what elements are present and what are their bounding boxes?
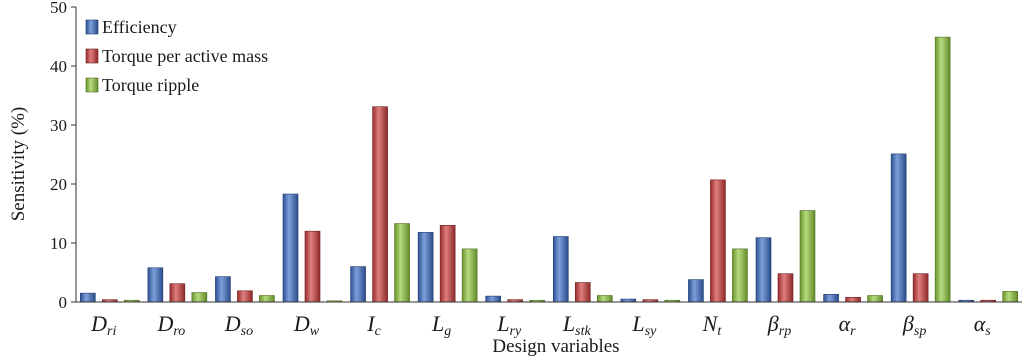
y-axis-title: Sensitivity (%): [8, 107, 29, 222]
bar-efficiency: [755, 237, 772, 303]
x-tick-label: Dso: [224, 311, 253, 339]
bar-torque-ripple: [732, 248, 748, 303]
x-tick-label: Dri: [90, 311, 116, 339]
bar-torque-per-active-mass: [574, 282, 591, 303]
bar-torque-per-active-mass: [372, 106, 388, 303]
legend-label: Torque ripple: [102, 75, 199, 95]
bar-torque-per-active-mass: [845, 296, 861, 303]
x-tick-label: Nt: [702, 311, 723, 339]
x-tick-label: Dro: [156, 311, 185, 339]
y-tick-label: 0: [59, 293, 68, 312]
bar-torque-ripple: [461, 248, 478, 303]
x-tick-label: βsp: [902, 311, 926, 339]
bar-efficiency: [79, 292, 96, 303]
bar-torque-ripple: [259, 295, 275, 303]
bar-torque-per-active-mass: [304, 230, 321, 303]
bar-torque-ripple: [191, 292, 208, 303]
bar-torque-ripple: [934, 36, 951, 303]
legend-label: Efficiency: [102, 17, 177, 37]
y-tick-label: 40: [50, 57, 67, 76]
bar-torque-ripple: [867, 295, 883, 303]
legend-swatch: [85, 48, 99, 64]
y-tick-label: 10: [50, 234, 67, 253]
bar-torque-per-active-mass: [439, 225, 456, 303]
bar-torque-per-active-mass: [169, 283, 186, 303]
bar-torque-per-active-mass: [912, 273, 929, 303]
legend: Efficiency Torque per active mass Torque r…: [85, 17, 268, 95]
bar-efficiency: [417, 232, 434, 303]
bar-torque-ripple: [799, 210, 816, 303]
x-tick-label: αs: [974, 311, 992, 339]
bar-efficiency: [350, 266, 366, 303]
x-tick-label: αr: [839, 311, 857, 339]
bar-efficiency: [282, 193, 299, 303]
bar-efficiency: [823, 294, 839, 303]
plot-area: 0 10 20 30 40 50 Dri Dro Dso Dw Ic Lg Lry Lstk Lsy Nt βr…: [50, 0, 1022, 339]
x-tick-label: Dw: [293, 311, 320, 339]
bar-efficiency: [552, 236, 569, 303]
x-tick-label: Ic: [366, 311, 381, 339]
x-axis-title: Design variables: [492, 336, 619, 357]
bar-efficiency: [147, 267, 164, 303]
bar-torque-per-active-mass: [777, 273, 794, 303]
bar-torque-ripple: [1002, 291, 1019, 303]
legend-label: Torque per active mass: [102, 46, 268, 66]
x-tick-label: Lry: [496, 311, 522, 339]
legend-swatch: [85, 19, 99, 35]
x-tick-label: Lg: [431, 311, 451, 339]
bar-torque-ripple: [394, 223, 410, 303]
x-tick-label: Lsy: [631, 311, 657, 339]
bar-torque-per-active-mass: [237, 290, 253, 303]
bar-efficiency: [890, 153, 907, 303]
bar-efficiency: [485, 295, 502, 303]
x-tick-label: βrp: [767, 311, 791, 339]
bar-efficiency: [215, 276, 231, 303]
y-tick-label: 20: [50, 175, 67, 194]
y-tick-label: 30: [50, 116, 67, 135]
bar-torque-per-active-mass: [710, 179, 726, 303]
x-tick-label: Lstk: [562, 311, 592, 339]
legend-swatch: [85, 77, 99, 93]
bar-efficiency: [688, 279, 704, 303]
y-tick-label: 50: [50, 0, 67, 17]
bar-torque-ripple: [596, 295, 613, 303]
